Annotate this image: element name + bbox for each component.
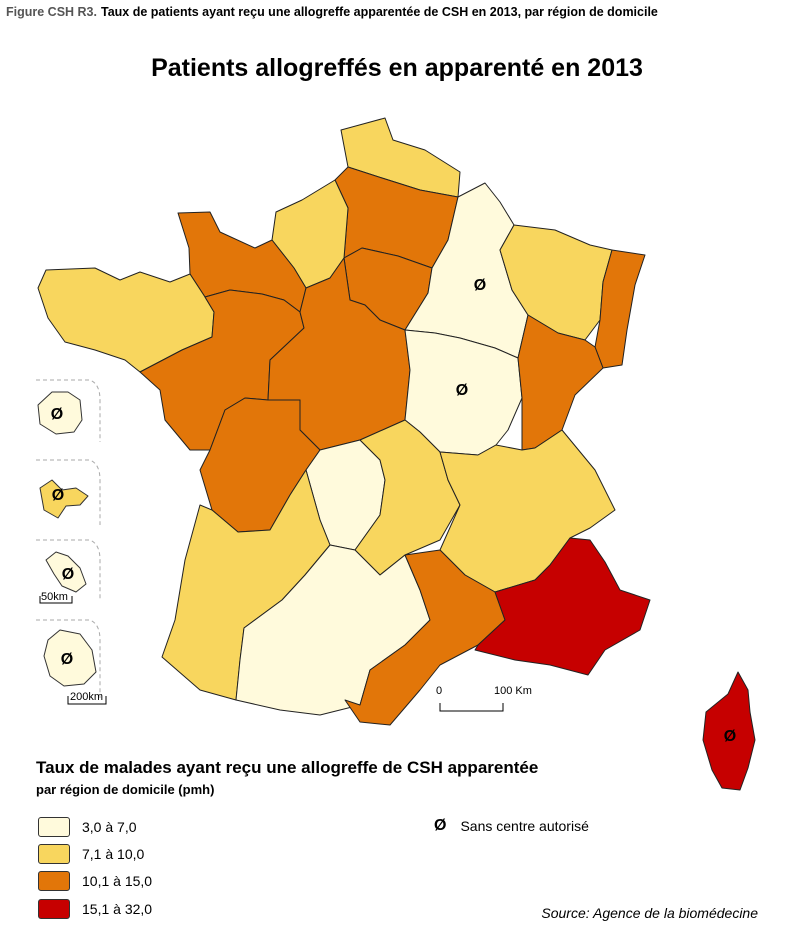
region-reunion <box>43 629 97 687</box>
legend-swatch-c1 <box>38 817 70 837</box>
no-center-symbol-martinique: Ø <box>52 487 64 504</box>
inset-frame-reunion <box>36 619 101 698</box>
figure-label: Figure CSH R3. <box>6 5 97 19</box>
legend-swatch-c3 <box>38 871 70 891</box>
legend-no-center-symbol: Ø <box>434 817 447 834</box>
region-rhone-alpes <box>439 429 616 593</box>
map-title: Patients allogreffés en apparenté en 201… <box>151 54 643 82</box>
legend-item-c3: 10,1 à 15,0 <box>38 870 152 892</box>
legend-item-c2: 7,1 à 10,0 <box>38 843 144 865</box>
region-paca <box>474 537 651 676</box>
inset-frame-martinique <box>36 459 101 525</box>
region-alsace <box>594 249 646 369</box>
legend-label-c3: 10,1 à 15,0 <box>82 873 153 889</box>
no-center-symbol-guyane: Ø <box>62 566 74 583</box>
no-center-symbol-champagne-ardenne: Ø <box>474 277 486 294</box>
no-center-symbol-guadeloupe: Ø <box>51 406 63 423</box>
legend-item-c4: 15,1 à 32,0 <box>38 898 152 920</box>
inset-scale-small-label: 50km <box>41 591 68 603</box>
no-center-symbol-corse: Ø <box>724 728 736 745</box>
legend-no-center-label: Sans centre autorisé <box>460 818 589 834</box>
legend-swatch-c4 <box>38 899 70 919</box>
scale-label-0: 0 <box>436 685 442 697</box>
legend-label-c1: 3,0 à 7,0 <box>82 819 137 835</box>
legend-label-c2: 7,1 à 10,0 <box>82 846 145 862</box>
legend-subtitle: par région de domicile (pmh) <box>36 782 215 797</box>
legend-no-center: Ø Sans centre autorisé <box>434 817 589 835</box>
region-guyane <box>45 551 87 593</box>
region-guadeloupe <box>37 391 83 435</box>
region-corse <box>702 671 756 791</box>
scale-label-100: 100 Km <box>494 685 532 697</box>
region-languedoc-roussillon <box>344 549 506 726</box>
legend-swatch-c2 <box>38 844 70 864</box>
no-center-symbol-bourgogne: Ø <box>456 382 468 399</box>
legend-item-c1: 3,0 à 7,0 <box>38 816 137 838</box>
inset-scale-large: 200km <box>67 691 107 705</box>
inset-scale-large-label: 200km <box>70 691 103 703</box>
legend-label-c4: 15,1 à 32,0 <box>82 901 153 917</box>
figure-caption-text: Taux de patients ayant reçu une allogref… <box>101 5 658 19</box>
inset-scale-small: 50km <box>39 591 73 604</box>
region-martinique <box>39 479 89 519</box>
inset-frame-guadeloupe <box>36 379 101 442</box>
region-auvergne <box>354 419 461 576</box>
no-center-symbol-reunion: Ø <box>61 651 73 668</box>
region-lorraine <box>499 224 613 341</box>
source-note: Source: Agence de la biomédecine <box>541 905 758 921</box>
inset-frame-guyane <box>36 539 101 600</box>
figure-caption: Figure CSH R3. Taux de patients ayant reç… <box>6 5 658 19</box>
legend-title: Taux de malades ayant reçu une allogreff… <box>36 758 539 777</box>
main-scale-bar: 0 100 Km <box>436 685 532 712</box>
region-franche-comte <box>517 314 604 451</box>
